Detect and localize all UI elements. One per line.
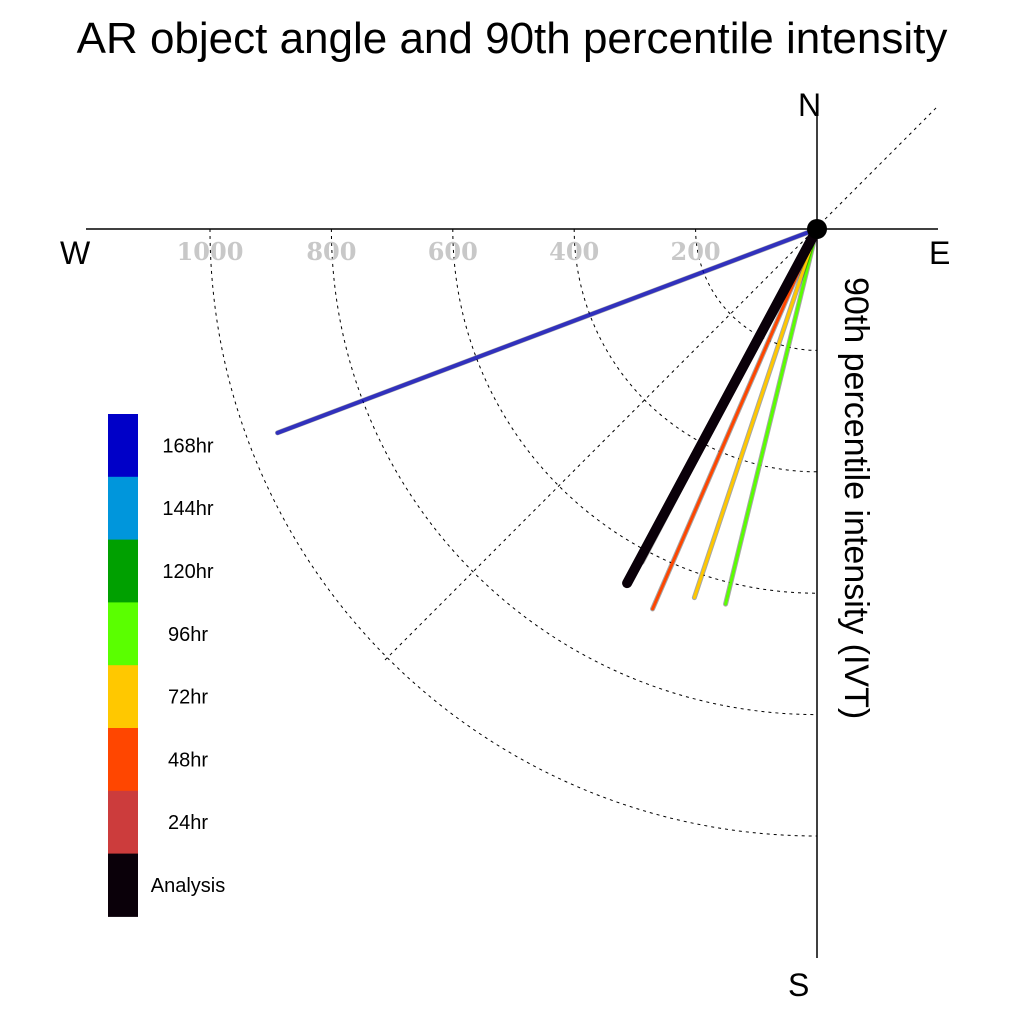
vector-48hr (651, 227, 819, 611)
compass-north: N (798, 87, 821, 123)
grid-arc-600 (452, 228, 818, 594)
compass-axes (86, 105, 939, 958)
compass-east: E (929, 235, 950, 271)
diagonal-guide (384, 105, 939, 661)
origin-marker (807, 219, 827, 239)
polar-grid (209, 228, 818, 837)
y-axis-label: 90th percentile intensity (IVT) (837, 277, 875, 719)
legend-swatch-168hr (108, 414, 138, 478)
compass-south: S (788, 967, 809, 1003)
legend-swatch-120hr (108, 539, 138, 603)
radial-tick-labels: 200 400 600 800 1000 (177, 237, 721, 266)
compass-west: W (60, 235, 91, 271)
legend-label-168hr: 168hr (162, 435, 213, 457)
grid-arc-1000 (209, 228, 818, 837)
radial-tick-800: 800 (306, 237, 356, 266)
legend-swatch-24hr (108, 790, 138, 855)
radial-tick-400: 400 (549, 237, 599, 266)
legend: 168hr 144hr 120hr 96hr 72hr 48hr 24hr Analysis (108, 414, 225, 917)
radial-tick-600: 600 (428, 237, 478, 266)
legend-label-analysis: Analysis (151, 875, 225, 897)
grid-arc-400 (573, 228, 818, 473)
radial-tick-1000: 1000 (177, 237, 244, 266)
vector-72hr (692, 227, 819, 600)
legend-swatch-48hr (108, 728, 138, 792)
vector-analysis (622, 224, 822, 589)
legend-swatch-96hr (108, 602, 138, 666)
vector-96hr (724, 227, 819, 606)
vector-168hr (275, 227, 819, 435)
legend-label-144hr: 144hr (162, 498, 213, 520)
legend-swatch-analysis (108, 853, 138, 917)
legend-label-72hr: 72hr (168, 687, 208, 709)
legend-swatch-144hr (108, 476, 138, 541)
grid-arc-800 (330, 228, 818, 716)
legend-swatch-72hr (108, 665, 138, 729)
series-vectors (275, 224, 822, 612)
radial-tick-200: 200 (671, 237, 721, 266)
legend-label-96hr: 96hr (168, 624, 208, 646)
legend-label-48hr: 48hr (168, 749, 208, 771)
chart-title: AR object angle and 90th percentile inte… (76, 14, 948, 63)
legend-label-24hr: 24hr (168, 812, 208, 834)
legend-label-120hr: 120hr (162, 561, 213, 583)
